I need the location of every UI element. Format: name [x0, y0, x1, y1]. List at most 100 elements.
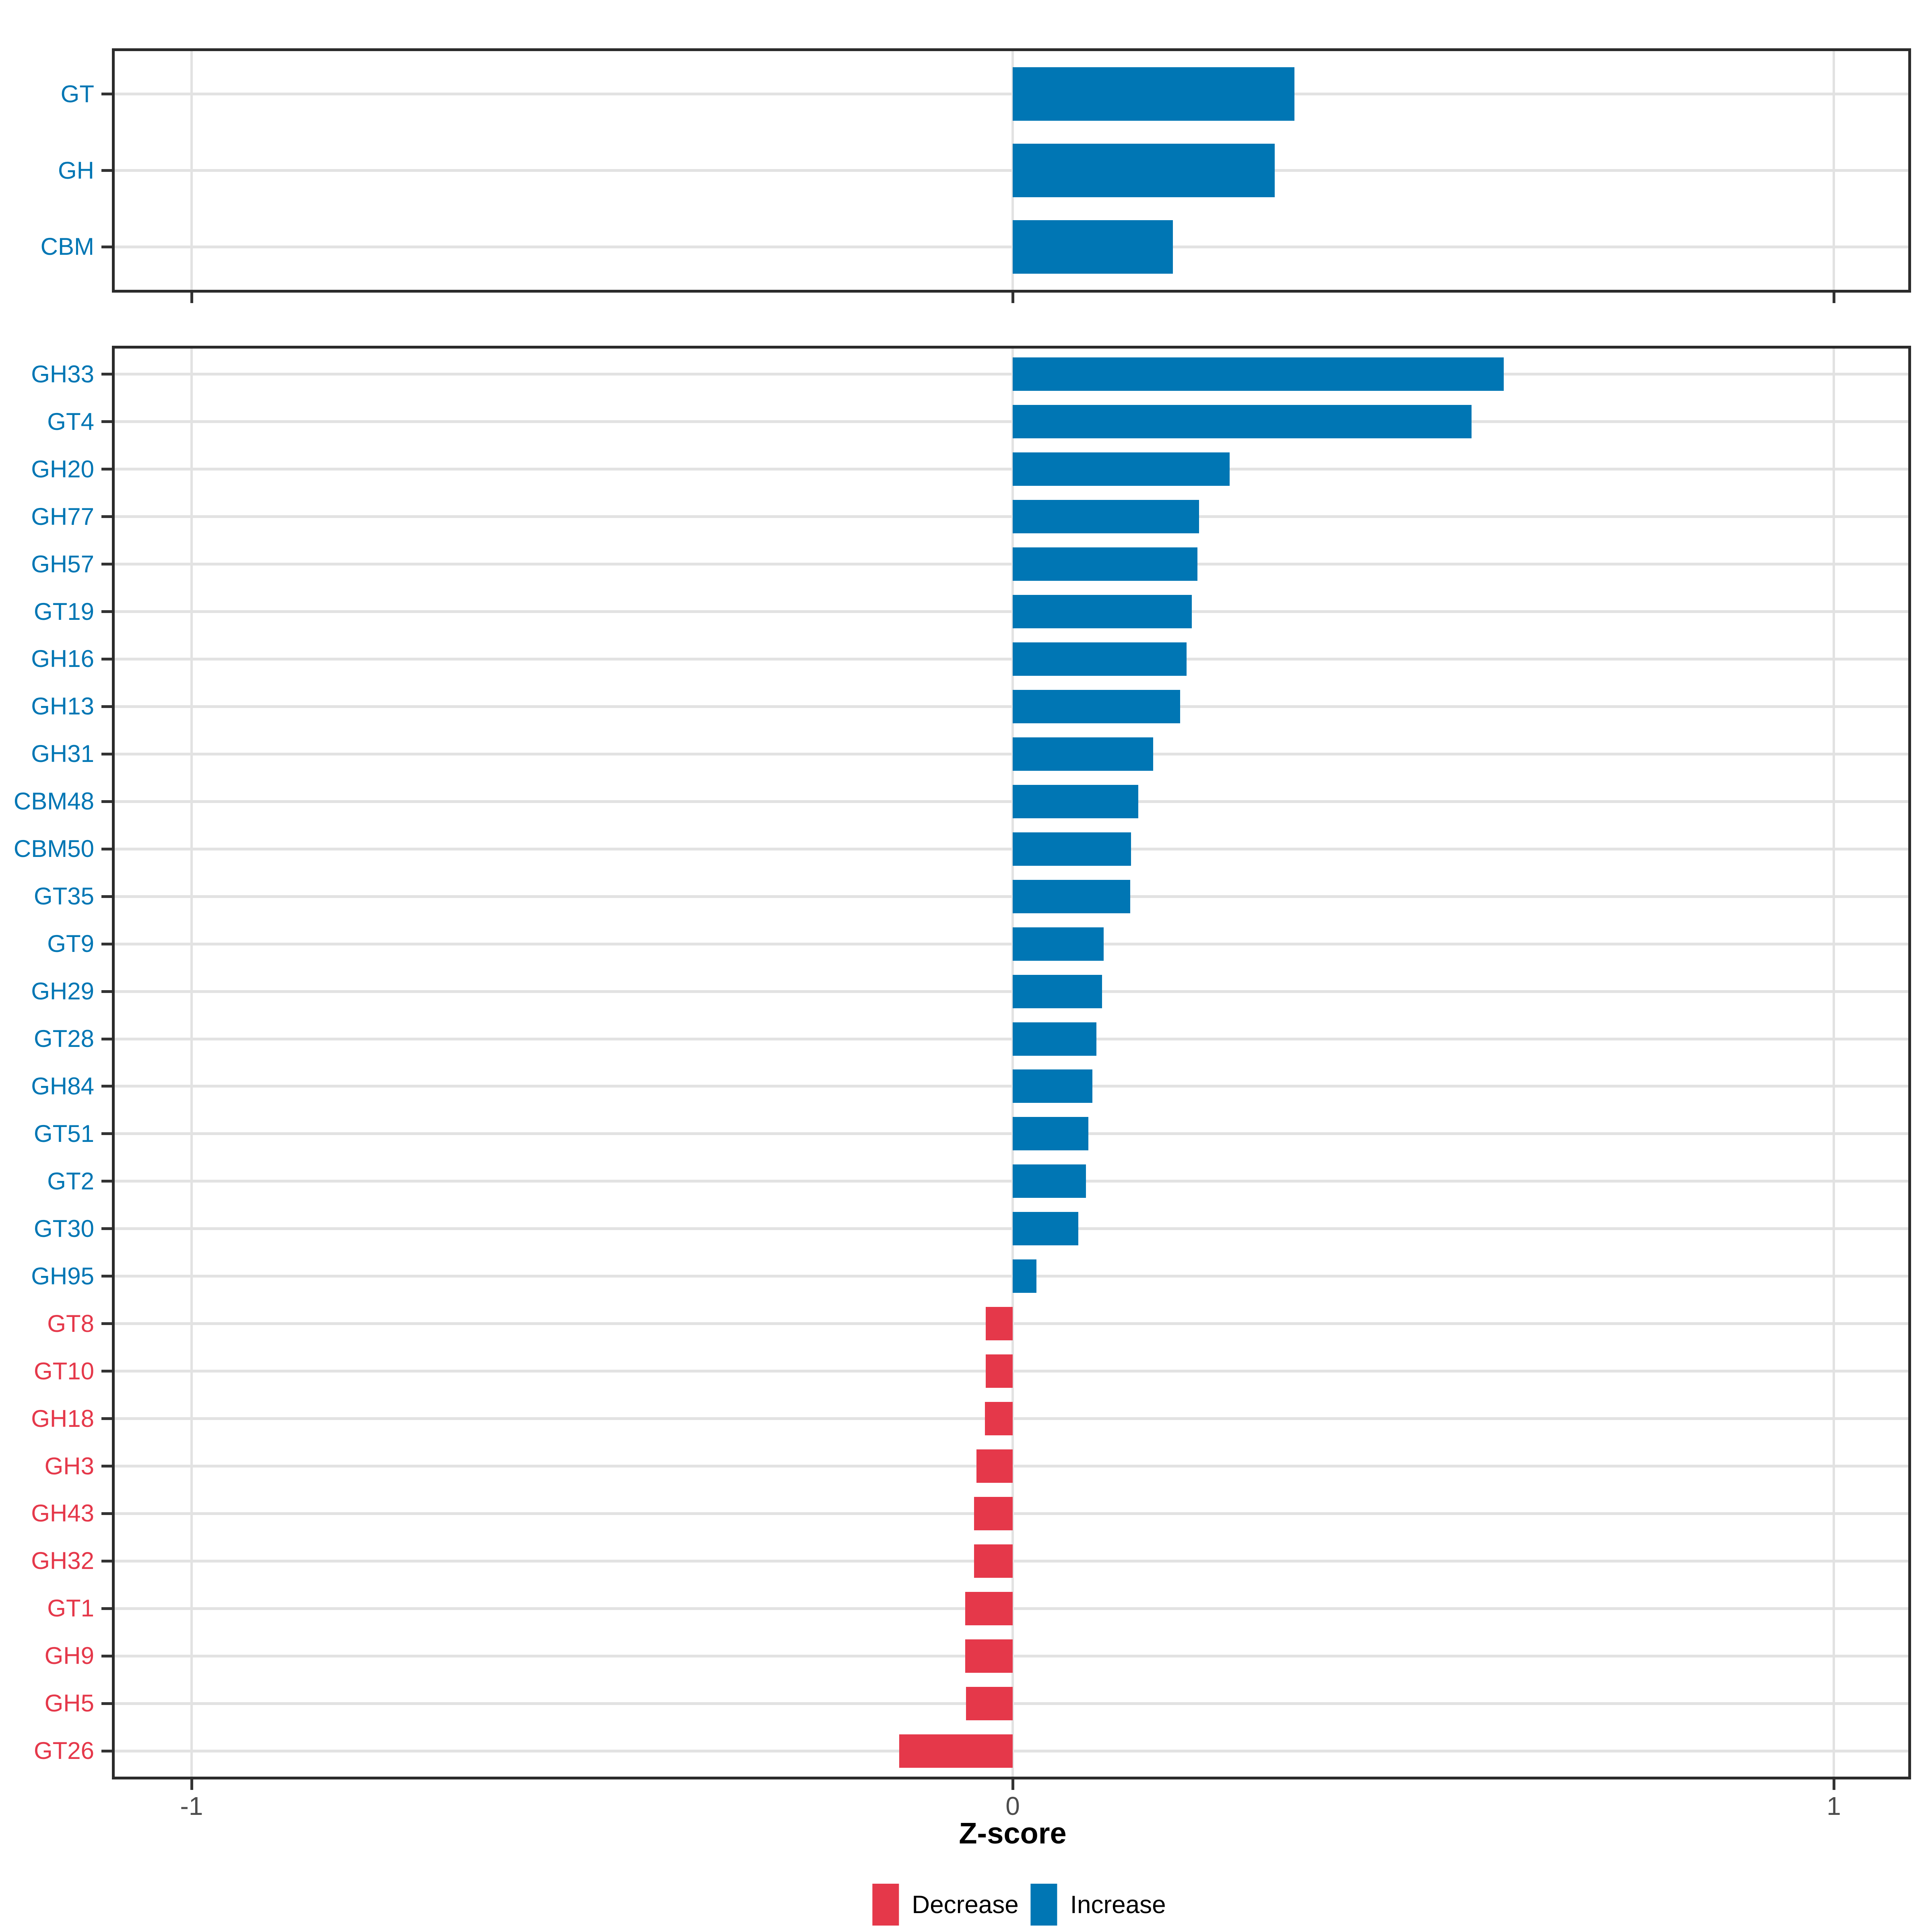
bar-GT1: [965, 1591, 1013, 1625]
y-tick-GH31: [101, 752, 112, 755]
bar-GH31: [1013, 737, 1153, 771]
category-label-GH32: GH32: [31, 1547, 94, 1575]
bar-GH43: [974, 1496, 1013, 1530]
legend-key-decrease-icon: [872, 1884, 899, 1926]
x-tick-0-bottom: [1011, 1779, 1014, 1790]
gridline-row-GT51: [112, 1132, 1911, 1135]
gridline-row-GH29: [112, 990, 1911, 993]
category-label-GH57: GH57: [31, 550, 94, 578]
bar-GT8: [985, 1307, 1013, 1341]
category-label-GT35: GT35: [33, 883, 94, 910]
x-tick-1-top: [1832, 293, 1835, 303]
y-tick-GH32: [101, 1559, 112, 1563]
category-label-GT10: GT10: [33, 1357, 94, 1385]
category-label-GH77: GH77: [31, 503, 94, 530]
bar-GH5: [966, 1686, 1013, 1720]
y-tick-GT8: [101, 1322, 112, 1325]
bar-GT4: [1013, 405, 1472, 439]
y-tick-CBM48: [101, 800, 112, 803]
gridline-row-GT30: [112, 1227, 1911, 1230]
y-tick-CBM: [101, 245, 112, 248]
bar-GT51: [1013, 1117, 1088, 1151]
y-tick-GH3: [101, 1465, 112, 1468]
bar-GH3: [976, 1449, 1013, 1483]
y-tick-GT26: [101, 1749, 112, 1752]
y-tick-GH29: [101, 990, 112, 993]
y-tick-GH18: [101, 1417, 112, 1420]
bar-GH95: [1013, 1259, 1037, 1293]
bar-GH33: [1013, 357, 1504, 391]
gridline-row-CBM50: [112, 847, 1911, 850]
bar-GH84: [1013, 1069, 1092, 1103]
gridline-x-1: [1833, 346, 1835, 1779]
category-label-GH18: GH18: [31, 1405, 94, 1432]
y-tick-GT2: [101, 1180, 112, 1183]
category-label-GT4: GT4: [47, 408, 94, 435]
bar-CBM50: [1013, 832, 1131, 866]
legend: Decrease Increase: [872, 1884, 1166, 1926]
y-tick-GT30: [101, 1227, 112, 1230]
gridline-row-GT35: [112, 895, 1911, 898]
x-tick--1-top: [190, 293, 193, 303]
panel-bottom: [112, 346, 1911, 1779]
bar-GH13: [1013, 689, 1181, 723]
category-label-GT30: GT30: [33, 1215, 94, 1242]
category-label-GH29: GH29: [31, 978, 94, 1005]
y-tick-GT9: [101, 942, 112, 945]
x-tick-label-0: 0: [1005, 1792, 1020, 1821]
y-tick-GH20: [101, 468, 112, 471]
bar-GT28: [1013, 1022, 1097, 1056]
x-tick-label--1: -1: [180, 1792, 203, 1821]
bar-GT9: [1013, 927, 1104, 961]
bar-GH16: [1013, 642, 1187, 676]
gridline-row-GT28: [112, 1037, 1911, 1040]
y-tick-GT19: [101, 610, 112, 613]
category-label-GH33: GH33: [31, 360, 94, 388]
category-label-GH20: GH20: [31, 455, 94, 483]
category-label-GT28: GT28: [33, 1025, 94, 1053]
y-tick-GH84: [101, 1085, 112, 1088]
bar-GT2: [1013, 1164, 1086, 1198]
y-tick-GH77: [101, 515, 112, 518]
bar-CBM: [1013, 220, 1173, 274]
bar-GT: [1013, 67, 1294, 121]
bar-GT19: [1013, 595, 1192, 628]
x-tick-0-top: [1011, 293, 1014, 303]
category-label-GH16: GH16: [31, 645, 94, 673]
category-label-GH5: GH5: [44, 1690, 94, 1717]
x-tick-label-1: 1: [1827, 1792, 1841, 1821]
legend-label-increase: Increase: [1070, 1891, 1166, 1919]
category-label-CBM50: CBM50: [13, 835, 94, 863]
gridline-row-GT: [112, 93, 1911, 96]
gridline-row-GH20: [112, 468, 1911, 471]
bar-GH32: [974, 1544, 1013, 1578]
legend-item-decrease: Decrease: [872, 1884, 1019, 1926]
bar-GH77: [1013, 500, 1199, 534]
category-label-GT2: GT2: [47, 1167, 94, 1195]
gridline-row-GH95: [112, 1275, 1911, 1278]
y-tick-GH: [101, 169, 112, 172]
x-tick--1-bottom: [190, 1779, 193, 1790]
bar-GH29: [1013, 974, 1102, 1008]
y-tick-GH16: [101, 657, 112, 661]
gridline-row-GH57: [112, 563, 1911, 566]
x-axis-title: Z-score: [959, 1816, 1067, 1850]
category-label-GH3: GH3: [44, 1452, 94, 1480]
category-label-GH9: GH9: [44, 1642, 94, 1670]
legend-label-decrease: Decrease: [912, 1891, 1019, 1919]
gridline-row-GH77: [112, 515, 1911, 518]
y-tick-GH95: [101, 1275, 112, 1278]
bar-GT35: [1013, 879, 1130, 913]
y-tick-GT28: [101, 1037, 112, 1040]
bar-CBM48: [1013, 784, 1139, 818]
bar-GT26: [899, 1734, 1013, 1768]
gridline-row-GH13: [112, 705, 1911, 708]
gridline-row-GH33: [112, 373, 1911, 376]
y-tick-GT1: [101, 1607, 112, 1610]
category-label-GH31: GH31: [31, 740, 94, 768]
y-tick-GT10: [101, 1370, 112, 1373]
gridline-row-GT4: [112, 420, 1911, 423]
category-label-CBM: CBM: [40, 233, 94, 260]
bar-GH9: [965, 1639, 1013, 1673]
